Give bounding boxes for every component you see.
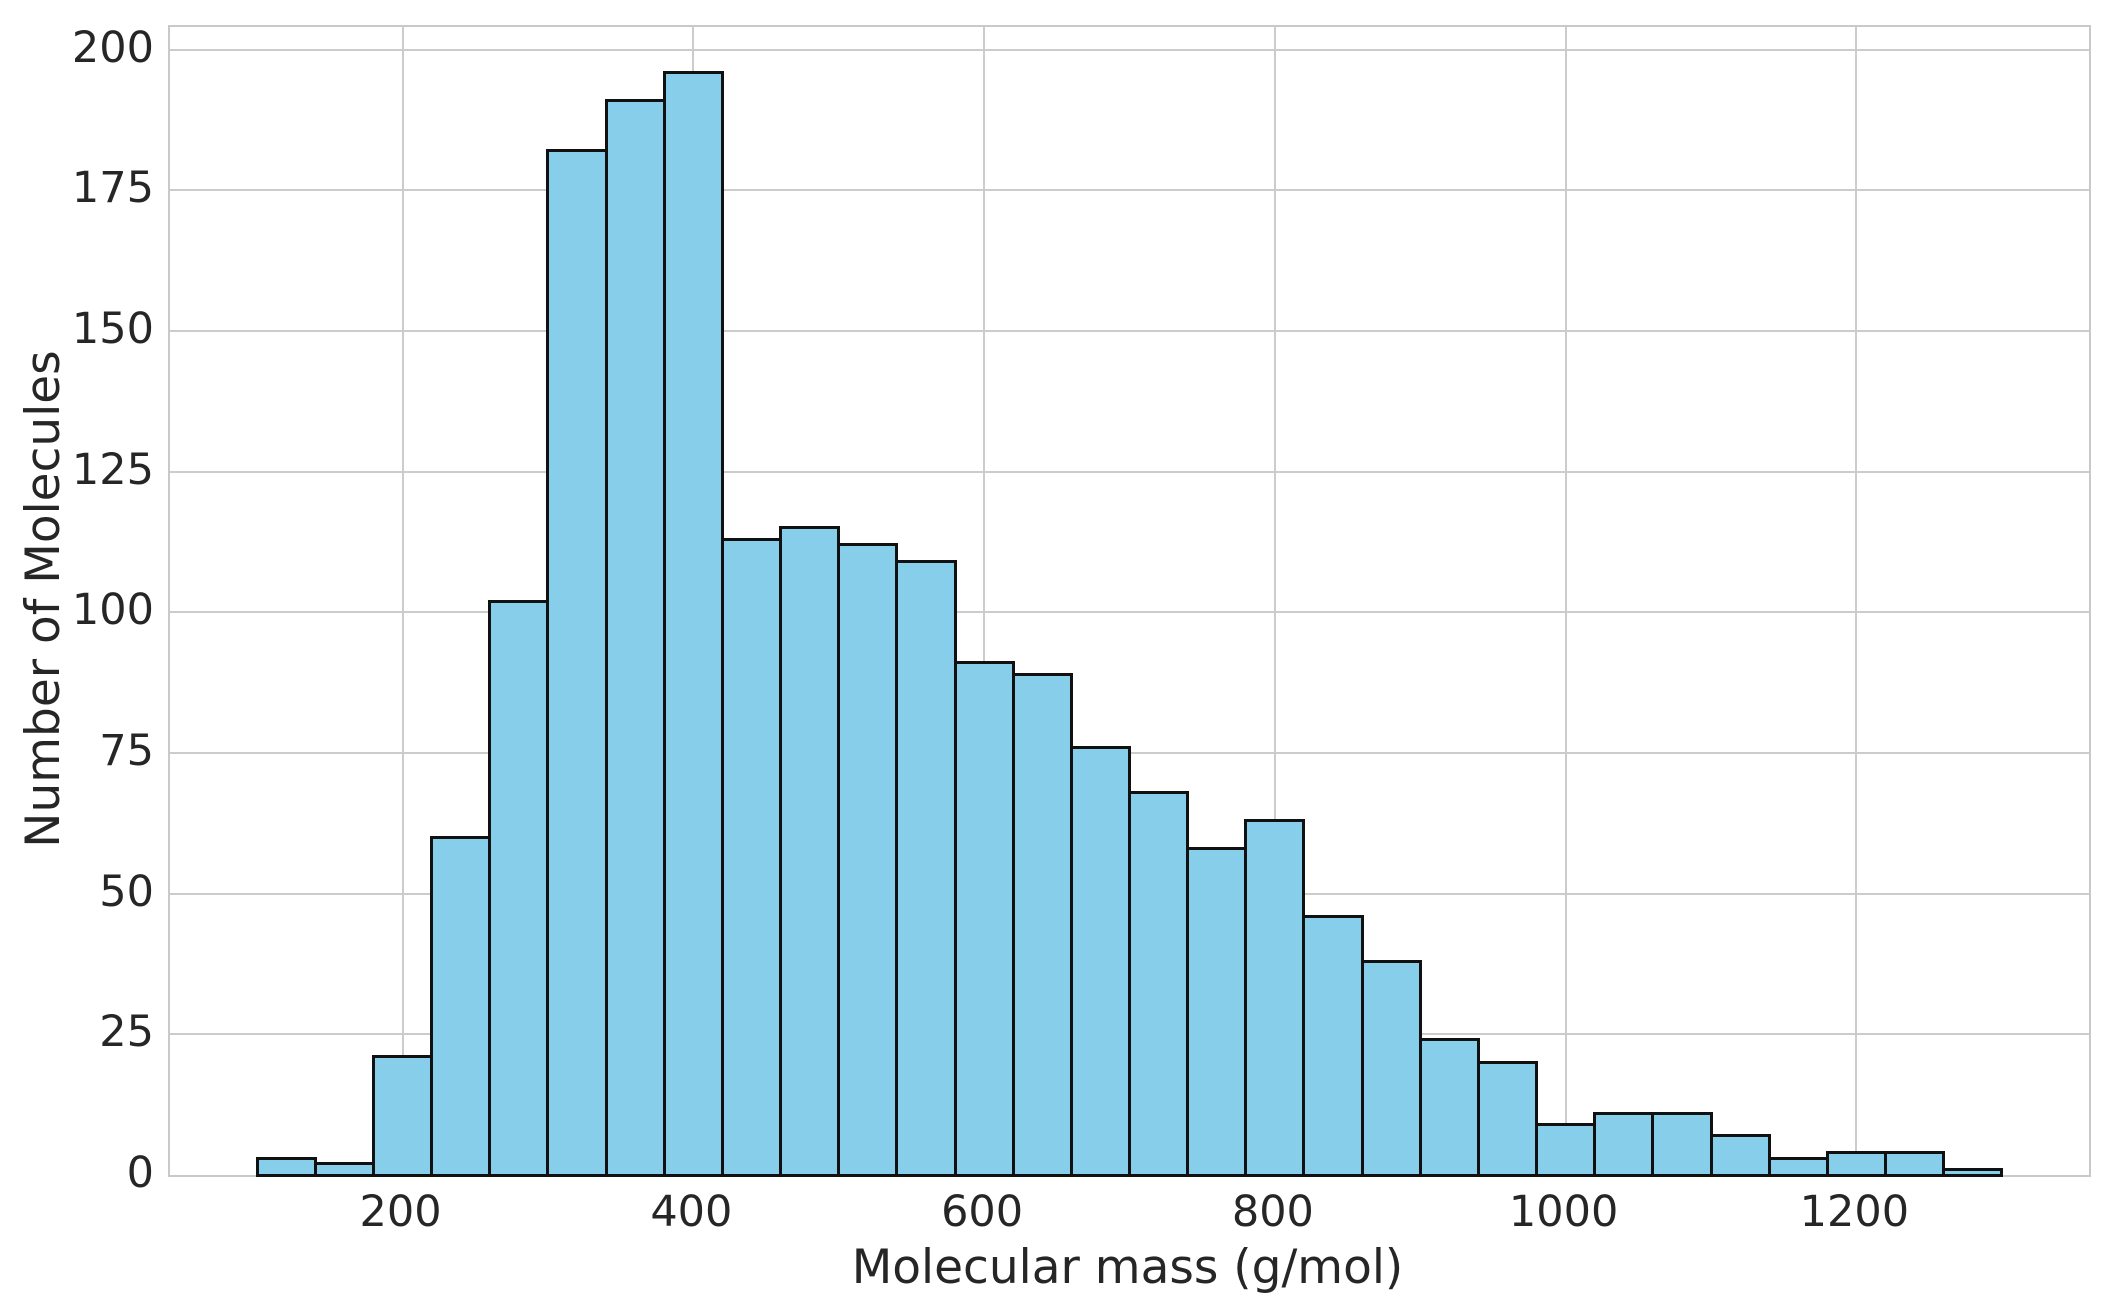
x-tick-label: 1000 <box>1508 1187 1619 1237</box>
histogram-bar <box>1883 1151 1946 1177</box>
histogram-bar <box>1767 1156 1829 1177</box>
histogram-bar <box>1825 1151 1887 1177</box>
histogram-bar <box>1535 1122 1597 1177</box>
y-tick-label: 75 <box>99 725 154 776</box>
x-tick-label: 600 <box>941 1187 1024 1237</box>
gridline-x-600 <box>983 27 986 1175</box>
histogram-bar <box>720 537 783 1177</box>
x-tick-label: 1200 <box>1799 1187 1910 1237</box>
histogram-bar <box>837 543 899 1177</box>
y-tick-label: 0 <box>126 1148 154 1198</box>
histogram-bar <box>430 835 492 1177</box>
histogram-bar <box>1709 1134 1771 1177</box>
histogram-bar <box>488 599 550 1177</box>
histogram-bar <box>779 526 841 1177</box>
histogram-bar <box>604 98 666 1177</box>
y-tick-label: 125 <box>71 444 154 495</box>
gridline-x-1200 <box>1855 27 1858 1175</box>
y-tick-label: 50 <box>99 866 154 917</box>
x-tick-label: 200 <box>359 1187 442 1237</box>
histogram-bar <box>953 661 1015 1177</box>
gridline-y-125 <box>170 470 2089 473</box>
histogram-bar <box>662 70 724 1177</box>
histogram-bar <box>1418 1038 1480 1177</box>
histogram-bar <box>895 560 957 1177</box>
gridline-y-150 <box>170 329 2089 332</box>
histogram-bar <box>1476 1060 1539 1177</box>
histogram-bar <box>1011 672 1073 1177</box>
gridline-x-800 <box>1273 27 1276 1175</box>
y-tick-label: 150 <box>71 303 154 354</box>
histogram-bar <box>1244 818 1306 1177</box>
gridline-y-100 <box>170 611 2089 614</box>
histogram-bar <box>1128 790 1190 1177</box>
y-tick-label: 100 <box>71 585 154 636</box>
histogram-bar <box>372 1055 434 1177</box>
y-axis-label: Number of Molecules <box>16 350 71 848</box>
histogram-bar <box>313 1162 376 1177</box>
histogram-bar <box>1593 1111 1655 1177</box>
histogram-bar <box>546 149 608 1177</box>
gridline-x-200 <box>401 27 404 1175</box>
histogram-bar <box>255 1156 317 1177</box>
histogram-bar <box>1302 914 1364 1177</box>
histogram-bar <box>1186 847 1248 1177</box>
y-tick-label: 25 <box>99 1007 154 1058</box>
histogram-bar <box>1942 1167 2004 1177</box>
x-tick-label: 400 <box>650 1187 733 1237</box>
histogram-bar <box>1651 1111 1713 1177</box>
x-tick-label: 800 <box>1231 1187 1314 1237</box>
plot-area <box>168 25 2091 1177</box>
y-tick-label: 200 <box>71 22 154 73</box>
gridline-x-1000 <box>1564 27 1567 1175</box>
gridline-y-175 <box>170 189 2089 192</box>
x-axis-label: Molecular mass (g/mol) <box>851 1240 1404 1295</box>
histogram-bar <box>1069 745 1131 1177</box>
y-tick-label: 175 <box>71 163 154 214</box>
histogram-bar <box>1360 959 1422 1177</box>
gridline-y-200 <box>170 48 2089 51</box>
